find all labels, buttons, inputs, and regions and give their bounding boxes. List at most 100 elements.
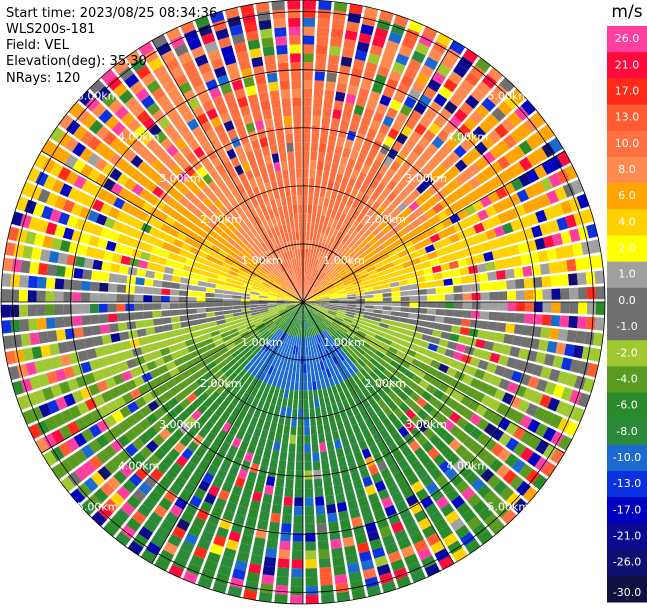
range-gate bbox=[489, 282, 499, 291]
range-gate bbox=[318, 197, 324, 207]
range-gate bbox=[290, 53, 301, 62]
range-gate bbox=[559, 274, 569, 286]
range-gate bbox=[334, 439, 342, 449]
range-gate bbox=[308, 204, 313, 213]
range-gate bbox=[304, 453, 311, 462]
range-gate bbox=[318, 434, 325, 444]
range-gate bbox=[364, 291, 373, 295]
range-gate bbox=[257, 520, 268, 531]
ring-label: 1.00km bbox=[323, 336, 365, 349]
colorbar-tick-label: -8.0 bbox=[616, 425, 637, 438]
range-gate bbox=[170, 289, 179, 295]
range-gate bbox=[445, 302, 454, 309]
range-gate bbox=[447, 341, 457, 350]
range-gate bbox=[305, 550, 316, 559]
range-gate bbox=[303, 98, 312, 107]
range-gate bbox=[283, 107, 292, 117]
range-gate bbox=[118, 322, 128, 331]
range-gate bbox=[292, 542, 303, 551]
range-gate bbox=[259, 511, 270, 521]
range-gate bbox=[303, 178, 308, 187]
range-gate bbox=[451, 269, 461, 277]
range-gate bbox=[305, 479, 313, 488]
range-gate bbox=[461, 276, 471, 284]
range-gate bbox=[262, 109, 272, 119]
range-gate bbox=[325, 432, 332, 442]
range-gate bbox=[374, 294, 383, 298]
range-gate bbox=[137, 329, 147, 338]
range-gate bbox=[410, 302, 419, 307]
range-gate bbox=[268, 302, 277, 304]
colorbar-tick-label: 6.0 bbox=[618, 189, 636, 202]
ring-label: 2.00km bbox=[200, 377, 242, 390]
instrument-label: WLS200s-181 bbox=[6, 22, 95, 38]
range-gate bbox=[125, 304, 134, 312]
range-gate bbox=[323, 108, 332, 118]
range-gate bbox=[274, 117, 283, 127]
range-gate bbox=[296, 462, 303, 471]
range-gate bbox=[223, 303, 232, 307]
range-gate bbox=[10, 289, 19, 302]
range-gate bbox=[297, 249, 300, 258]
range-gate bbox=[304, 408, 309, 417]
range-gate bbox=[514, 267, 524, 277]
range-gate bbox=[336, 448, 345, 458]
ring-label: 1.00km bbox=[241, 336, 283, 349]
range-gate bbox=[156, 333, 166, 341]
range-gate bbox=[291, 568, 303, 577]
colorbar-tick-label: -2.0 bbox=[616, 346, 637, 359]
range-gate bbox=[409, 290, 418, 296]
range-gate bbox=[263, 448, 272, 458]
range-gate bbox=[323, 478, 332, 488]
colorbar-tick-label: 13.0 bbox=[615, 111, 640, 124]
range-gate bbox=[199, 323, 209, 329]
range-gate bbox=[273, 495, 283, 505]
range-gate bbox=[254, 483, 264, 494]
range-gate bbox=[261, 574, 274, 584]
range-gate bbox=[298, 417, 303, 426]
range-gate bbox=[126, 285, 135, 293]
range-gate bbox=[188, 314, 197, 320]
range-gate bbox=[166, 259, 176, 267]
range-gate bbox=[318, 9, 331, 19]
range-gate bbox=[296, 364, 300, 373]
range-gate bbox=[259, 165, 267, 175]
range-gate bbox=[435, 316, 445, 323]
range-gate bbox=[99, 304, 108, 313]
range-gate bbox=[461, 319, 471, 327]
range-gate bbox=[498, 302, 507, 311]
range-gate bbox=[301, 258, 303, 267]
range-gate bbox=[426, 315, 436, 322]
range-gate bbox=[335, 91, 345, 101]
range-gate bbox=[10, 320, 20, 333]
range-gate bbox=[489, 292, 498, 300]
range-gate bbox=[303, 329, 305, 338]
range-gate bbox=[152, 303, 161, 310]
range-gate bbox=[310, 160, 317, 169]
range-gate bbox=[270, 422, 277, 432]
range-gate bbox=[399, 317, 409, 323]
range-gate bbox=[295, 222, 299, 231]
range-gate bbox=[304, 444, 311, 453]
range-gate bbox=[303, 9, 316, 18]
range-gate bbox=[162, 281, 172, 288]
range-gate bbox=[274, 27, 286, 37]
range-gate bbox=[312, 381, 317, 390]
range-gate bbox=[423, 328, 433, 335]
range-gate bbox=[460, 327, 470, 336]
range-gate bbox=[285, 380, 290, 389]
range-gate bbox=[179, 303, 188, 308]
range-gate bbox=[334, 100, 344, 110]
range-gate bbox=[99, 293, 108, 302]
colorbar-tick-label: 8.0 bbox=[618, 163, 636, 176]
range-gate bbox=[288, 205, 293, 214]
range-gate bbox=[540, 263, 550, 275]
range-gate bbox=[540, 327, 550, 339]
range-gate bbox=[596, 302, 605, 315]
range-gate bbox=[266, 476, 275, 486]
range-gate bbox=[295, 151, 302, 160]
range-gate bbox=[290, 44, 301, 53]
range-gate bbox=[304, 391, 308, 400]
range-gate bbox=[55, 317, 65, 328]
range-gate bbox=[315, 407, 321, 416]
